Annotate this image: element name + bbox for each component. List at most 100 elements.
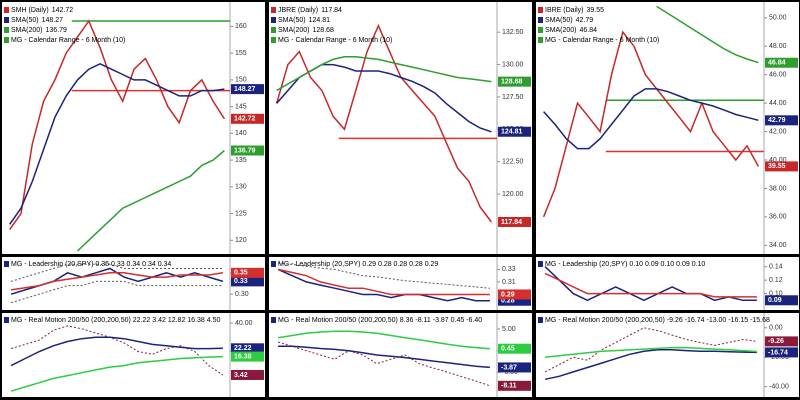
value-badge-label: 3.42 <box>234 372 248 379</box>
y-tick-label: 50.00 <box>769 15 787 22</box>
series-line <box>10 263 223 282</box>
series-line <box>76 149 225 252</box>
value-badge <box>498 362 531 373</box>
legend-value: 136.79 <box>46 27 68 34</box>
value-badge <box>231 113 264 124</box>
legend-value: 117.84 <box>321 7 342 14</box>
y-tick-label: -20.00 <box>769 354 789 361</box>
value-badge-label: 42.79 <box>768 117 786 124</box>
value-badge-label: 39.55 <box>768 163 786 170</box>
series-line <box>544 272 757 298</box>
panel-title: MG - Real Motion 200/50 (200,200,50) 22.… <box>11 317 220 324</box>
y-tick-label: 135 <box>235 157 247 164</box>
legend-name: MG - Calendar Range - 6 Month (10) <box>545 37 659 44</box>
legend-name: MG - Calendar Range - 6 Month (10) <box>11 37 125 44</box>
y-tick-label: 120.00 <box>502 191 524 198</box>
series-line <box>277 268 490 296</box>
value-badge <box>498 380 531 391</box>
panel-title: MG - Leadership (20,SPY) 0.10 0.09 0.10 … <box>545 261 705 268</box>
legend-swatch <box>4 317 9 323</box>
series-line <box>277 341 491 387</box>
legend-swatch <box>538 37 543 43</box>
value-badge <box>765 336 798 347</box>
panel-title: MG - Real Motion 200/50 (200,200,50) -9.… <box>545 317 770 324</box>
y-tick-label: 160 <box>235 23 247 30</box>
y-tick-label: 130 <box>235 184 247 191</box>
legend-swatch <box>271 7 276 13</box>
y-tick-label: 38.00 <box>769 185 787 192</box>
value-badge-label: -9.26 <box>768 338 784 345</box>
value-badge <box>498 216 531 227</box>
y-tick-label: 150 <box>235 77 247 84</box>
panel-title: MG - Leadership (20,SPY) 0.35 0.33 0.34 … <box>11 261 171 268</box>
value-badge-label: 148.27 <box>234 86 256 93</box>
value-badge-label: 16.38 <box>234 353 252 360</box>
legend-name: MG - Calendar Range - 6 Month (10) <box>278 37 392 44</box>
value-badge-label: 46.84 <box>768 60 786 67</box>
legend-name: SMH (Daily) <box>11 7 49 14</box>
value-badge <box>231 145 264 156</box>
legend-name: SMA(50) <box>278 17 306 24</box>
y-tick-label: 5.00 <box>502 326 516 333</box>
legend-name: SMA(200) <box>545 27 577 34</box>
panel <box>2 313 265 397</box>
value-badge <box>231 267 264 278</box>
value-badge-label: 0.29 <box>501 291 515 298</box>
value-badge-label: 22.22 <box>234 345 252 352</box>
legend-swatch <box>538 7 543 13</box>
legend-swatch <box>538 261 543 267</box>
value-badge-label: 128.68 <box>501 78 523 85</box>
value-badge-label: 0.09 <box>768 297 782 304</box>
y-tick-label: 0.31 <box>502 279 516 286</box>
y-tick-label: 140 <box>235 130 247 137</box>
panel <box>536 313 799 397</box>
y-tick-label: 122.50 <box>502 159 524 166</box>
y-tick-label: -40.00 <box>769 383 789 390</box>
legend-swatch <box>271 27 276 33</box>
value-badge <box>765 295 798 306</box>
panel <box>536 257 799 310</box>
value-badge <box>498 126 531 137</box>
value-badge-label: 117.84 <box>501 219 522 226</box>
panel-title: MG - Leadership (20,SPY) 0.29 0.28 0.28 … <box>278 261 438 268</box>
y-tick-label: 46.00 <box>769 72 787 79</box>
legend-swatch <box>271 261 276 267</box>
legend-value: 148.27 <box>42 17 64 24</box>
value-badge <box>765 115 798 126</box>
series-line <box>544 266 757 302</box>
value-badge <box>765 161 798 172</box>
y-tick-label: 145 <box>235 103 247 110</box>
series-line <box>276 56 492 92</box>
value-badge <box>498 343 531 354</box>
value-badge <box>231 84 264 95</box>
series-line <box>543 88 759 150</box>
panel-title: MG - Real Motion 200/50 (200,200,50) 8.3… <box>278 317 482 324</box>
value-badge-label: -8.11 <box>501 383 517 390</box>
value-badge <box>231 276 264 287</box>
y-tick-label: 0.12 <box>769 277 783 284</box>
value-badge-label: -16.74 <box>768 349 788 356</box>
legend-value: 128.68 <box>313 27 335 34</box>
value-badge-label: 0.28 <box>501 298 515 305</box>
value-badge-label: 124.81 <box>501 129 523 136</box>
y-tick-label: 0.10 <box>769 290 783 297</box>
series-line <box>542 30 760 218</box>
y-tick-label: 130.00 <box>502 61 524 68</box>
y-tick-label: 0.14 <box>769 264 783 271</box>
series-line <box>10 272 224 291</box>
legend-value: 39.55 <box>587 7 605 14</box>
value-badge <box>498 295 531 306</box>
y-tick-label: 48.00 <box>769 43 787 50</box>
value-badge <box>765 57 798 68</box>
value-badge <box>231 343 264 354</box>
y-tick-label: -5.00 <box>502 369 518 376</box>
series-line <box>545 346 757 358</box>
legend-swatch <box>271 37 276 43</box>
legend-swatch <box>4 17 9 23</box>
legend-value: 46.84 <box>580 27 598 34</box>
y-tick-label: 0.00 <box>769 325 783 332</box>
series-line <box>10 280 223 304</box>
panel <box>2 2 265 254</box>
y-tick-label: 42.00 <box>769 128 787 135</box>
